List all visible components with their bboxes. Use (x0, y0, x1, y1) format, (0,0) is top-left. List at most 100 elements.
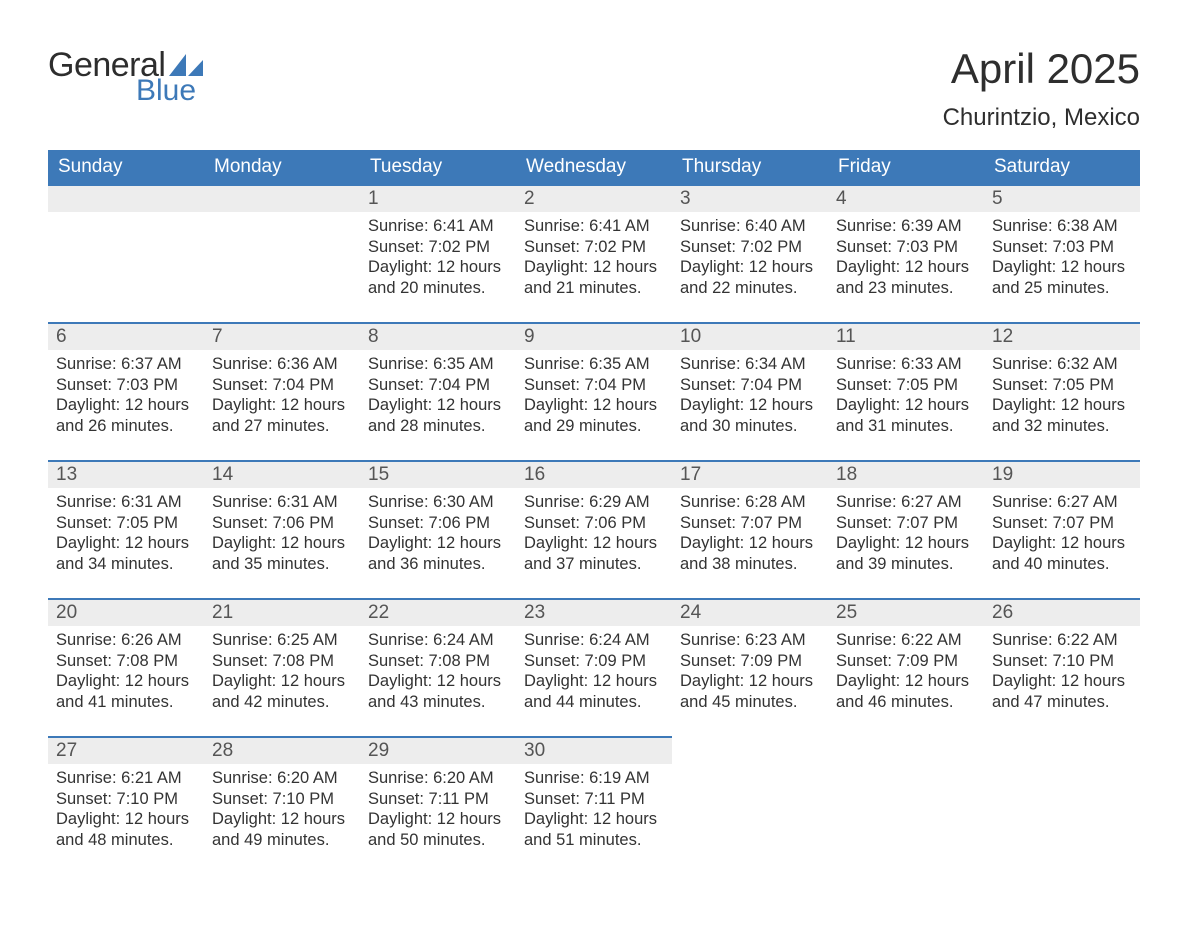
sunset-text: Sunset: 7:02 PM (524, 237, 664, 258)
daylight-text-2: and 25 minutes. (992, 278, 1132, 299)
day-body: Sunrise: 6:35 AMSunset: 7:04 PMDaylight:… (516, 350, 672, 443)
sunset-text: Sunset: 7:10 PM (212, 789, 352, 810)
day-number-row: 11 (828, 322, 984, 350)
daylight-text-1: Daylight: 12 hours (524, 257, 664, 278)
daylight-text-1: Daylight: 12 hours (368, 809, 508, 830)
sunrise-text: Sunrise: 6:35 AM (524, 354, 664, 375)
daylight-text-1: Daylight: 12 hours (836, 533, 976, 554)
sunrise-text: Sunrise: 6:27 AM (836, 492, 976, 513)
daylight-text-2: and 43 minutes. (368, 692, 508, 713)
sail-icon (169, 54, 203, 76)
day-number-row: 3 (672, 184, 828, 212)
daylight-text-2: and 44 minutes. (524, 692, 664, 713)
day-number-row: 24 (672, 598, 828, 626)
sunrise-text: Sunrise: 6:33 AM (836, 354, 976, 375)
daylight-text-1: Daylight: 12 hours (680, 671, 820, 692)
sunrise-text: Sunrise: 6:41 AM (524, 216, 664, 237)
day-body: Sunrise: 6:20 AMSunset: 7:10 PMDaylight:… (204, 764, 360, 857)
sunset-text: Sunset: 7:04 PM (680, 375, 820, 396)
daylight-text-1: Daylight: 12 hours (212, 533, 352, 554)
calendar-day-cell: 7Sunrise: 6:36 AMSunset: 7:04 PMDaylight… (204, 322, 360, 460)
daylight-text-2: and 45 minutes. (680, 692, 820, 713)
sunset-text: Sunset: 7:03 PM (992, 237, 1132, 258)
daylight-text-2: and 36 minutes. (368, 554, 508, 575)
day-number-row: 27 (48, 736, 204, 764)
sunrise-text: Sunrise: 6:31 AM (56, 492, 196, 513)
daylight-text-2: and 35 minutes. (212, 554, 352, 575)
calendar-week-row: 1Sunrise: 6:41 AMSunset: 7:02 PMDaylight… (48, 184, 1140, 322)
calendar-week-row: 20Sunrise: 6:26 AMSunset: 7:08 PMDayligh… (48, 598, 1140, 736)
sunset-text: Sunset: 7:03 PM (56, 375, 196, 396)
weekday-header: Friday (828, 150, 984, 184)
calendar-day-cell: 4Sunrise: 6:39 AMSunset: 7:03 PMDaylight… (828, 184, 984, 322)
daylight-text-2: and 40 minutes. (992, 554, 1132, 575)
sunrise-text: Sunrise: 6:23 AM (680, 630, 820, 651)
sunrise-text: Sunrise: 6:38 AM (992, 216, 1132, 237)
calendar-week-row: 13Sunrise: 6:31 AMSunset: 7:05 PMDayligh… (48, 460, 1140, 598)
day-number-row: 16 (516, 460, 672, 488)
calendar-day-cell: 26Sunrise: 6:22 AMSunset: 7:10 PMDayligh… (984, 598, 1140, 736)
day-body: Sunrise: 6:20 AMSunset: 7:11 PMDaylight:… (360, 764, 516, 857)
sunset-text: Sunset: 7:04 PM (368, 375, 508, 396)
calendar-day-cell: 1Sunrise: 6:41 AMSunset: 7:02 PMDaylight… (360, 184, 516, 322)
calendar-day-cell: 28Sunrise: 6:20 AMSunset: 7:10 PMDayligh… (204, 736, 360, 874)
sunrise-text: Sunrise: 6:36 AM (212, 354, 352, 375)
calendar-day-cell (828, 736, 984, 874)
calendar-day-cell: 16Sunrise: 6:29 AMSunset: 7:06 PMDayligh… (516, 460, 672, 598)
calendar-day-cell: 15Sunrise: 6:30 AMSunset: 7:06 PMDayligh… (360, 460, 516, 598)
calendar-day-cell: 3Sunrise: 6:40 AMSunset: 7:02 PMDaylight… (672, 184, 828, 322)
daylight-text-1: Daylight: 12 hours (680, 395, 820, 416)
day-body: Sunrise: 6:27 AMSunset: 7:07 PMDaylight:… (984, 488, 1140, 581)
daylight-text-1: Daylight: 12 hours (836, 395, 976, 416)
day-body: Sunrise: 6:35 AMSunset: 7:04 PMDaylight:… (360, 350, 516, 443)
daylight-text-2: and 34 minutes. (56, 554, 196, 575)
sunset-text: Sunset: 7:05 PM (56, 513, 196, 534)
day-number-row: 8 (360, 322, 516, 350)
sunrise-text: Sunrise: 6:35 AM (368, 354, 508, 375)
calendar-day-cell: 19Sunrise: 6:27 AMSunset: 7:07 PMDayligh… (984, 460, 1140, 598)
calendar-day-cell (672, 736, 828, 874)
daylight-text-2: and 50 minutes. (368, 830, 508, 851)
day-body: Sunrise: 6:36 AMSunset: 7:04 PMDaylight:… (204, 350, 360, 443)
day-number-row: 28 (204, 736, 360, 764)
calendar-day-cell: 22Sunrise: 6:24 AMSunset: 7:08 PMDayligh… (360, 598, 516, 736)
sunset-text: Sunset: 7:08 PM (368, 651, 508, 672)
day-body (828, 762, 984, 772)
calendar-day-cell: 24 Sunrise: 6:23 AMSunset: 7:09 PMDayligh… (672, 598, 828, 736)
sunset-text: Sunset: 7:09 PM (680, 651, 820, 672)
day-body: Sunrise: 6:41 AMSunset: 7:02 PMDaylight:… (516, 212, 672, 305)
sunrise-text: Sunrise: 6:21 AM (56, 768, 196, 789)
sunrise-text: Sunrise: 6:37 AM (56, 354, 196, 375)
day-body: Sunrise: 6:29 AMSunset: 7:06 PMDaylight:… (516, 488, 672, 581)
calendar-day-cell: 6Sunrise: 6:37 AMSunset: 7:03 PMDaylight… (48, 322, 204, 460)
day-body: Sunrise: 6:34 AMSunset: 7:04 PMDaylight:… (672, 350, 828, 443)
day-number-row: 23 (516, 598, 672, 626)
sunset-text: Sunset: 7:10 PM (992, 651, 1132, 672)
day-body (48, 212, 204, 222)
sunset-text: Sunset: 7:11 PM (368, 789, 508, 810)
sunset-text: Sunset: 7:05 PM (992, 375, 1132, 396)
day-body: Sunrise: 6:41 AMSunset: 7:02 PMDaylight:… (360, 212, 516, 305)
day-body: Sunrise: 6:39 AMSunset: 7:03 PMDaylight:… (828, 212, 984, 305)
daylight-text-1: Daylight: 12 hours (524, 671, 664, 692)
calendar-page: General Blue April 2025 Churintzio, Mexi… (0, 0, 1188, 934)
daylight-text-2: and 23 minutes. (836, 278, 976, 299)
sunrise-text: Sunrise: 6:41 AM (368, 216, 508, 237)
weekday-header: Wednesday (516, 150, 672, 184)
day-body: Sunrise: 6:28 AMSunset: 7:07 PMDaylight:… (672, 488, 828, 581)
calendar-day-cell: 13Sunrise: 6:31 AMSunset: 7:05 PMDayligh… (48, 460, 204, 598)
location-label: Churintzio, Mexico (943, 104, 1140, 132)
day-number-row: 7 (204, 322, 360, 350)
daylight-text-1: Daylight: 12 hours (836, 671, 976, 692)
daylight-text-1: Daylight: 12 hours (56, 395, 196, 416)
calendar-day-cell: 21Sunrise: 6:25 AMSunset: 7:08 PMDayligh… (204, 598, 360, 736)
calendar-day-cell: 27Sunrise: 6:21 AMSunset: 7:10 PMDayligh… (48, 736, 204, 874)
daylight-text-2: and 46 minutes. (836, 692, 976, 713)
day-number-row: 25 (828, 598, 984, 626)
calendar-day-cell: 17Sunrise: 6:28 AMSunset: 7:07 PMDayligh… (672, 460, 828, 598)
sunrise-text: Sunrise: 6:22 AM (836, 630, 976, 651)
daylight-text-2: and 37 minutes. (524, 554, 664, 575)
daylight-text-1: Daylight: 12 hours (992, 257, 1132, 278)
day-body (204, 212, 360, 222)
day-number-row: 12 (984, 322, 1140, 350)
